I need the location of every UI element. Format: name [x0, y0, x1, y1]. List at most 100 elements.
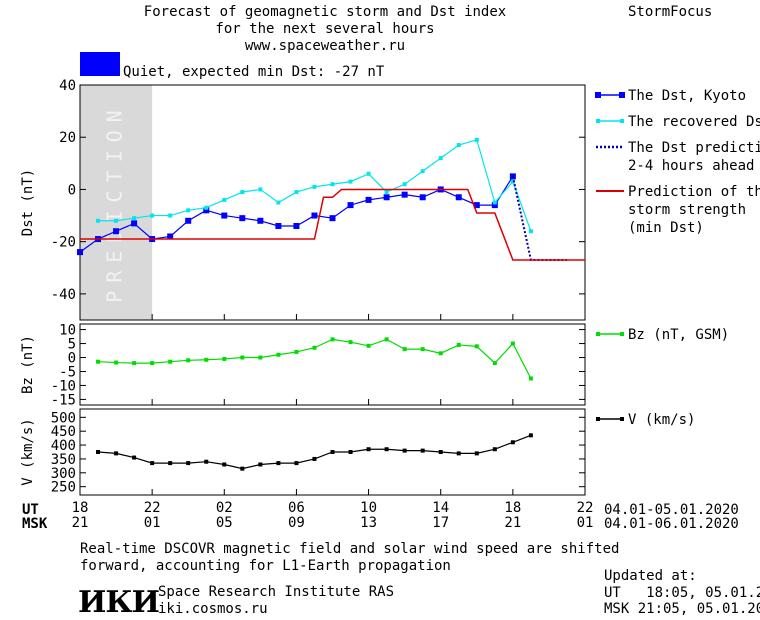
- series-line: [97, 434, 532, 470]
- data-point: [510, 341, 515, 346]
- x-tick-label-msk: 13: [360, 515, 377, 531]
- y-tick-label: -10: [51, 378, 76, 394]
- data-point: [77, 249, 83, 256]
- y-tick-label: 350: [51, 452, 76, 468]
- x-tick-label-ut: 22: [144, 500, 161, 516]
- data-point: [455, 194, 462, 201]
- data-point: [258, 187, 263, 192]
- data-point: [186, 208, 191, 213]
- website-link[interactable]: www.spaceweather.ru: [244, 38, 406, 54]
- legend-marker: [596, 119, 600, 123]
- data-point: [240, 355, 245, 360]
- data-point: [348, 450, 353, 454]
- data-point: [365, 196, 372, 203]
- data-point: [474, 137, 479, 142]
- data-point: [167, 233, 174, 240]
- plot-frame: [79, 408, 586, 496]
- data-point: [114, 451, 119, 456]
- data-point: [384, 337, 389, 342]
- data-point: [204, 459, 209, 464]
- data-point: [510, 179, 515, 184]
- data-point: [456, 451, 461, 456]
- data-point: [168, 359, 173, 364]
- legend-marker: [596, 332, 600, 336]
- data-point: [221, 212, 228, 219]
- y-tick-label: 40: [59, 78, 76, 94]
- data-point: [312, 456, 317, 461]
- data-point: [330, 450, 335, 454]
- data-point: [348, 340, 353, 345]
- data-point: [257, 217, 264, 224]
- x-tick-label-msk: 01: [577, 515, 594, 531]
- data-point: [383, 194, 390, 201]
- legend-marker: [620, 332, 624, 336]
- data-point: [510, 440, 515, 445]
- data-point: [348, 179, 353, 184]
- chart-title-line1: Forecast of geomagnetic storm and Dst in…: [143, 4, 507, 20]
- brand-name: StormFocus: [628, 4, 713, 20]
- data-point: [132, 455, 137, 460]
- data-point: [402, 347, 407, 352]
- data-point: [492, 447, 497, 452]
- y-tick-label: 20: [59, 130, 76, 146]
- data-point: [473, 202, 480, 209]
- data-point: [401, 191, 408, 198]
- data-point: [474, 451, 479, 456]
- legend-label: V (km/s): [628, 412, 695, 428]
- data-point: [132, 216, 137, 221]
- data-point: [419, 194, 426, 201]
- legend-label: Prediction of the: [628, 184, 760, 200]
- data-point: [329, 215, 336, 222]
- data-point: [420, 347, 425, 352]
- y-tick-label: -40: [51, 287, 76, 303]
- legend-label: (min Dst): [628, 220, 704, 236]
- data-point: [311, 212, 318, 219]
- y-tick-label: 10: [59, 323, 76, 339]
- y-tick-label: -5: [59, 364, 76, 380]
- data-point: [185, 217, 192, 224]
- data-point: [239, 215, 246, 222]
- y-tick-label: 0: [68, 351, 76, 367]
- data-point: [275, 223, 282, 229]
- x-tick-label-ut: 18: [72, 500, 89, 516]
- y-tick-label: 0: [68, 182, 76, 198]
- data-point: [222, 462, 227, 467]
- data-point: [294, 461, 299, 466]
- data-point: [347, 202, 354, 209]
- data-point: [186, 358, 191, 363]
- x-tick-label-msk: 09: [288, 515, 305, 531]
- updated-ut: UT 18:05, 05.01.2020: [604, 585, 760, 601]
- data-point: [384, 447, 389, 452]
- y-tick-label: 450: [51, 424, 76, 440]
- x-tick-label-msk: 01: [144, 515, 161, 531]
- plot-frame: [79, 323, 586, 406]
- data-point: [492, 361, 497, 366]
- data-point: [528, 376, 533, 381]
- data-point: [186, 461, 191, 466]
- legend-label: Bz (nT, GSM): [628, 327, 729, 343]
- data-point: [312, 184, 317, 189]
- data-point: [366, 343, 371, 348]
- data-point: [96, 359, 101, 364]
- data-point: [258, 355, 263, 360]
- series-line: [98, 338, 532, 379]
- institute-url[interactable]: iki.cosmos.ru: [158, 601, 268, 617]
- data-point: [402, 448, 407, 453]
- data-point: [114, 218, 119, 223]
- x-tick-label-msk: 21: [72, 515, 89, 531]
- legend-label: The Dst prediction: [628, 140, 760, 156]
- x-tick-label-ut: 22: [577, 500, 594, 516]
- status-swatch: [80, 52, 120, 76]
- data-point: [150, 361, 155, 366]
- institute-name: Space Research Institute RAS: [158, 584, 395, 600]
- data-point: [276, 461, 281, 466]
- data-point: [240, 190, 245, 195]
- y-tick-label: 250: [51, 480, 76, 496]
- y-axis-label: V (km/s): [20, 418, 36, 485]
- x-tick-label-msk: 21: [504, 515, 521, 531]
- data-point: [132, 361, 137, 366]
- data-point: [276, 200, 281, 205]
- data-point: [96, 450, 101, 454]
- legend-label: 2-4 hours ahead: [628, 158, 754, 174]
- data-point: [222, 356, 227, 361]
